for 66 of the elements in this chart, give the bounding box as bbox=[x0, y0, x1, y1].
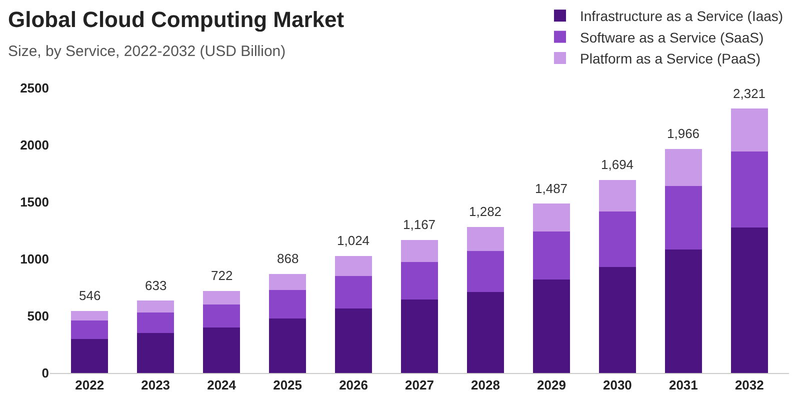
bar bbox=[335, 256, 372, 276]
total-label: 1,694 bbox=[601, 157, 634, 172]
bar bbox=[532, 232, 570, 280]
total-label: 2,321 bbox=[733, 86, 766, 101]
bar bbox=[71, 320, 108, 339]
x-tick-label: 2032 bbox=[734, 378, 764, 393]
legend-label: Infrastructure as a Service (Iaas) bbox=[580, 8, 784, 24]
bar bbox=[203, 304, 240, 328]
bar bbox=[269, 318, 306, 373]
total-label: 1,167 bbox=[403, 217, 436, 232]
y-tick-label: 2500 bbox=[20, 80, 49, 96]
bar bbox=[664, 148, 702, 186]
total-label: 1,966 bbox=[667, 126, 700, 141]
bar bbox=[71, 338, 108, 373]
x-tick-label: 2024 bbox=[207, 378, 237, 393]
total-label: 1,487 bbox=[535, 181, 568, 196]
x-tick-label: 2022 bbox=[75, 378, 104, 393]
x-tick-label: 2029 bbox=[537, 378, 566, 393]
x-tick-label: 2026 bbox=[339, 378, 368, 393]
chart-title: Global Cloud Computing Market bbox=[8, 7, 345, 32]
bar bbox=[598, 180, 636, 212]
bar bbox=[401, 240, 438, 262]
bar bbox=[203, 290, 240, 305]
x-tick-label: 2027 bbox=[405, 378, 434, 393]
bar bbox=[598, 266, 636, 373]
y-tick-label: 1000 bbox=[20, 252, 49, 267]
total-label: 1,024 bbox=[337, 233, 370, 248]
x-tick-label: 2023 bbox=[141, 378, 170, 393]
bar bbox=[401, 299, 438, 373]
bar bbox=[664, 186, 702, 250]
bar bbox=[467, 292, 504, 373]
bar bbox=[467, 227, 504, 252]
x-tick-label: 2028 bbox=[471, 378, 500, 393]
total-label: 1,282 bbox=[469, 204, 502, 219]
x-tick-label: 2030 bbox=[602, 378, 632, 393]
legend-label: Software as a Service (SaaS) bbox=[580, 29, 764, 46]
bar bbox=[335, 276, 372, 309]
total-label: 722 bbox=[211, 268, 233, 283]
y-tick-label: 2000 bbox=[20, 138, 49, 153]
bar bbox=[730, 108, 768, 152]
bar bbox=[203, 327, 240, 373]
y-tick-label: 500 bbox=[27, 308, 49, 324]
bar bbox=[137, 312, 174, 334]
legend-label: Platform as a Service (PaaS) bbox=[580, 50, 761, 66]
bar bbox=[467, 251, 504, 292]
y-tick-label: 0 bbox=[42, 366, 49, 381]
bar bbox=[269, 290, 306, 318]
bar bbox=[401, 262, 438, 300]
bar bbox=[598, 212, 636, 267]
bar bbox=[532, 280, 570, 373]
x-tick-label: 2031 bbox=[668, 378, 698, 393]
total-label: 633 bbox=[145, 278, 167, 293]
chart-subtitle: Size, by Service, 2022-2032 (USD Billion) bbox=[8, 43, 286, 60]
bar bbox=[664, 249, 702, 373]
bar bbox=[137, 333, 174, 373]
bar bbox=[532, 204, 570, 232]
y-tick-label: 1500 bbox=[20, 194, 49, 210]
bar bbox=[730, 151, 768, 228]
total-label: 868 bbox=[277, 251, 299, 266]
bar bbox=[269, 274, 306, 290]
x-tick-label: 2025 bbox=[273, 378, 302, 393]
total-label: 546 bbox=[79, 288, 101, 303]
bar bbox=[730, 228, 768, 373]
bar bbox=[137, 300, 174, 313]
bar bbox=[71, 310, 108, 321]
bar bbox=[335, 308, 372, 373]
